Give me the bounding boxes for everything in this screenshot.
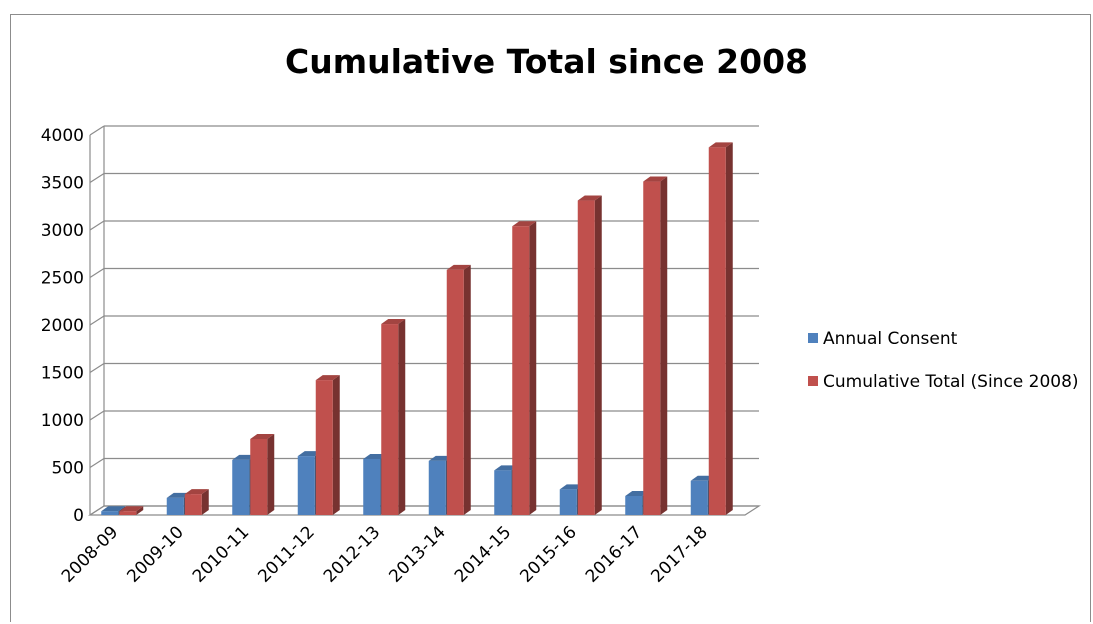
y-tick-label: 0 (73, 506, 84, 526)
bar-cumulative-total (184, 494, 202, 515)
bar-cumulative-total (446, 269, 464, 515)
x-tick-label: 2015-16 (516, 522, 580, 586)
y-tick-label: 3500 (41, 174, 84, 194)
bar-side (267, 434, 275, 515)
legend-swatch (808, 333, 818, 343)
bar-top (119, 506, 144, 512)
bar-cumulative-total (708, 147, 726, 515)
bar-cumulative-total (381, 324, 399, 515)
x-tick-label: 2011-12 (254, 522, 318, 586)
y-tick-label: 4000 (41, 126, 84, 146)
bar-annual-consent (625, 496, 643, 515)
bar-top (512, 221, 537, 227)
bar-annual-consent (494, 470, 512, 515)
legend-label: Cumulative Total (Since 2008) (823, 372, 1079, 392)
chart-frame (10, 14, 1091, 622)
x-tick-label: 2012-13 (320, 522, 384, 586)
y-tick-label: 2500 (41, 269, 84, 289)
x-tick-label: 2014-15 (451, 522, 515, 586)
bar-top (315, 375, 340, 381)
gridline-depth (89, 362, 105, 374)
x-tick-label: 2016-17 (582, 522, 646, 586)
legend-label: Annual Consent (823, 329, 958, 349)
x-tick-label: 2008-09 (58, 522, 122, 586)
gridline-depth (89, 172, 105, 184)
y-tick-label: 1500 (41, 364, 84, 384)
gridline-depth (89, 267, 105, 279)
x-tick-label: 2013-14 (385, 522, 449, 586)
bar-side (725, 142, 733, 515)
bar-side (660, 176, 668, 516)
bar-annual-consent (428, 460, 446, 515)
x-tick-label: 2010-11 (189, 522, 253, 586)
bar-side (398, 319, 406, 515)
bar-annual-consent (232, 459, 250, 515)
bar-top (101, 506, 126, 512)
x-tick-label: 2017-18 (647, 522, 711, 586)
y-tick-label: 2000 (41, 316, 84, 336)
bar-side (529, 221, 537, 515)
bar-top (708, 142, 733, 148)
bar-side (594, 195, 602, 516)
bar-annual-consent (297, 456, 315, 515)
gridline-depth (89, 315, 105, 326)
bar-cumulative-total (577, 200, 595, 516)
bar-top (577, 195, 602, 201)
y-tick-label: 3000 (41, 221, 84, 241)
bar-top (446, 264, 471, 270)
legend-swatch (808, 376, 818, 386)
bar-cumulative-total (250, 439, 268, 515)
bar-side (136, 506, 144, 515)
bar-cumulative-total (512, 226, 530, 515)
y-tick-label: 500 (52, 459, 84, 479)
bar-side (463, 264, 471, 515)
gridline-depth (89, 125, 105, 136)
bar-top (381, 319, 406, 325)
bar-top (184, 489, 209, 495)
gridline-depth (89, 410, 105, 421)
bar-annual-consent (166, 497, 184, 515)
x-tick-label: 2009-10 (123, 522, 187, 586)
gridline-depth (89, 457, 105, 469)
bar-top (643, 176, 668, 182)
bar-cumulative-total (315, 380, 333, 515)
bar-side (201, 489, 209, 515)
bar-annual-consent (690, 480, 708, 515)
bar-cumulative-total (643, 181, 661, 516)
chart-title: Cumulative Total since 2008 (284, 42, 808, 81)
gridline-depth (89, 220, 105, 231)
y-tick-label: 1000 (41, 411, 84, 431)
bar-annual-consent (559, 489, 577, 515)
bar-annual-consent (363, 458, 381, 515)
bar-side (332, 375, 340, 515)
bar-top (250, 434, 275, 439)
bar-annual-consent (101, 511, 119, 515)
bar-cumulative-total (119, 511, 137, 515)
